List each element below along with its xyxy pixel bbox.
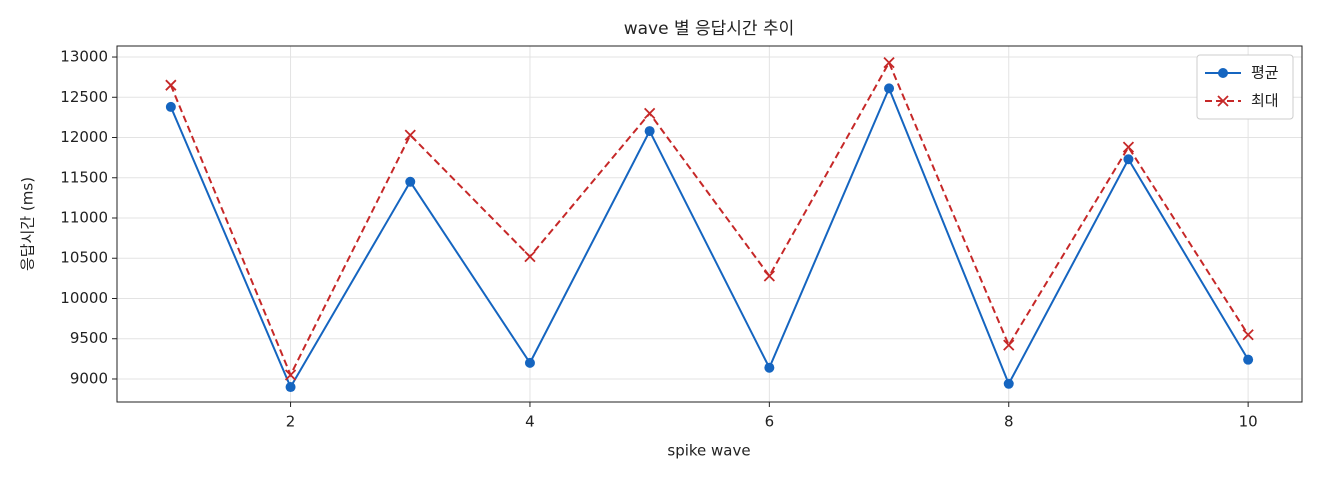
point: [524, 251, 536, 263]
point: [764, 362, 775, 373]
legend-label: 평균: [1251, 64, 1279, 82]
y-axis-label: 응답시간 (ms): [19, 177, 37, 271]
point: [285, 382, 296, 393]
point: [524, 357, 535, 368]
point: [644, 126, 655, 137]
y-tick-label: 11500: [60, 168, 108, 186]
x-tick-label: 4: [525, 413, 535, 431]
series-line: [169, 60, 1249, 378]
point: [1122, 141, 1135, 153]
point: [404, 129, 416, 141]
x-tick-label: 8: [1004, 413, 1014, 431]
point: [644, 107, 656, 120]
plot-frame: [116, 45, 1303, 403]
x-tick-label: 2: [286, 413, 296, 431]
y-tick-label: 10500: [60, 249, 108, 267]
y-tick-label: 9000: [70, 369, 108, 387]
legend-marker: [1217, 95, 1229, 107]
point: [1242, 329, 1254, 341]
point: [1003, 339, 1015, 351]
series-line: [169, 85, 1249, 390]
y-tick-label: 11000: [60, 209, 108, 227]
legend-label: 최대: [1251, 92, 1279, 110]
point: [1003, 378, 1014, 389]
legend-marker: [1218, 68, 1228, 78]
point: [1123, 154, 1134, 165]
point: [1243, 354, 1254, 365]
y-tick-label: 13000: [60, 48, 108, 66]
point: [405, 176, 416, 187]
y-tick-label: 12500: [60, 88, 108, 106]
point: [763, 270, 775, 282]
y-tick-label: 12000: [60, 128, 108, 146]
point: [284, 369, 297, 381]
chart-title: wave 별 응답시간 추이: [624, 19, 795, 39]
x-tick-label: 10: [1239, 413, 1258, 431]
x-tick-label: 6: [765, 413, 775, 431]
point: [165, 79, 177, 91]
point: [165, 101, 176, 112]
x-axis-label: spike wave: [667, 442, 750, 460]
y-tick-label: 10000: [60, 289, 108, 307]
y-tick-label: 9500: [70, 329, 108, 347]
point: [884, 83, 895, 94]
point: [883, 57, 895, 69]
